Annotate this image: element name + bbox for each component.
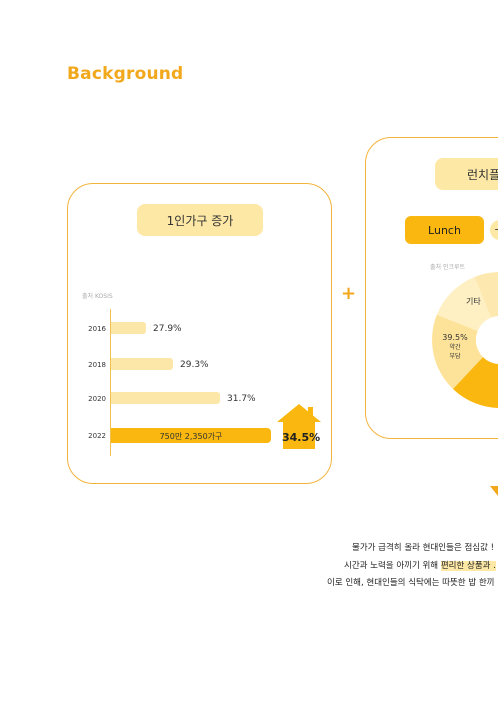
chart-axis xyxy=(110,309,111,456)
house-percent: 34.5% xyxy=(282,431,321,444)
bar-2022 xyxy=(111,428,271,443)
paragraph-line-1: 물가가 급격히 올라 현대인들은 점심값 ! xyxy=(352,543,495,553)
bar-value: 27.9% xyxy=(153,324,182,334)
down-arrow-icon xyxy=(490,486,498,496)
year-label: 2018 xyxy=(88,361,106,369)
bar-value-inside: 750만 2,350가구 xyxy=(159,432,223,441)
card2-title: 런치플 xyxy=(435,158,498,190)
bar-value: 29.3% xyxy=(180,360,209,370)
year-label: 2016 xyxy=(88,325,106,333)
card1-source: 출처 KOSIS xyxy=(82,293,113,300)
card2-source: 출처 인크루트 xyxy=(430,264,466,271)
bar-2018 xyxy=(111,358,173,370)
burden-label-2: 부담 xyxy=(449,353,461,360)
donut-label-burden: 39.5% 약간 부담 xyxy=(438,333,472,360)
year-label: 2022 xyxy=(88,432,106,440)
paragraph-line-2-text: 시간과 노력을 아끼기 위해 xyxy=(344,561,441,571)
single-household-card xyxy=(67,183,332,484)
card1-title: 1인가구 증가 xyxy=(137,204,263,236)
next-pill[interactable]: + xyxy=(490,220,498,240)
burden-label-1: 약간 xyxy=(449,344,461,351)
bar-value: 31.7% xyxy=(227,394,256,404)
lunch-card xyxy=(365,137,498,439)
lunch-button[interactable]: Lunch xyxy=(405,216,484,244)
bar-2016 xyxy=(111,322,146,334)
paragraph-highlight: 편리한 상품과 . xyxy=(440,561,496,571)
burden-percent: 39.5% xyxy=(442,333,468,342)
house-icon xyxy=(277,404,321,449)
year-label: 2020 xyxy=(88,395,106,403)
paragraph-line-2: 시간과 노력을 아끼기 위해 편리한 상품과 . xyxy=(344,559,498,571)
plus-sign: + xyxy=(341,283,357,304)
donut-label-etc: 기타 xyxy=(466,297,481,306)
section-title: Background xyxy=(67,64,184,84)
paragraph-line-3: 이로 인해, 현대인들의 식탁에는 따뜻한 밥 한끼 xyxy=(327,578,495,588)
bar-2020 xyxy=(111,392,220,404)
